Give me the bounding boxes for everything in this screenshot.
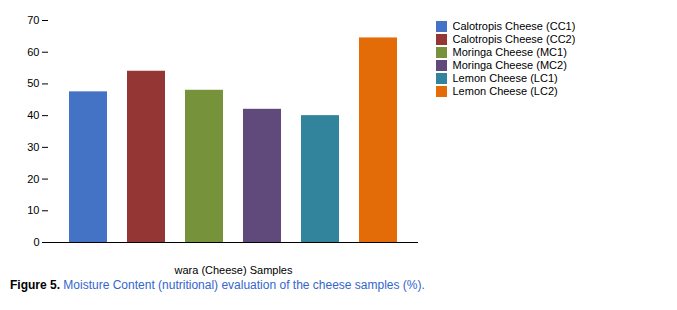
html-text:Moringa Cheese (MC2): Moringa Cheese (MC2)	[452, 59, 567, 71]
svg-text:70: 70	[27, 14, 39, 26]
svg-text:60: 60	[27, 46, 39, 58]
html-text:Moringa Cheese (MC1): Moringa Cheese (MC1)	[452, 46, 567, 58]
svg-text:0: 0	[33, 236, 39, 248]
html-text:Lemon Cheese (LC1): Lemon Cheese (LC1)	[452, 72, 558, 84]
html-text:Figure 5. Moisture Content (nu: Figure 5. Moisture Content (nutritional)…	[10, 278, 425, 292]
svg-text:20: 20	[27, 173, 39, 185]
html-text:Calotropis Cheese (CC2): Calotropis Cheese (CC2)	[452, 33, 576, 45]
html-text:Calotropis Cheese (CC1): Calotropis Cheese (CC1)	[452, 20, 576, 32]
svg-text:wara (Cheese) Samples: wara (Cheese) Samples	[174, 264, 293, 276]
svg-text:30: 30	[27, 141, 39, 153]
svg-text:50: 50	[27, 77, 39, 89]
html-text:Lemon Cheese (LC2): Lemon Cheese (LC2)	[452, 85, 558, 97]
svg-text:40: 40	[27, 109, 39, 121]
svg-text:10: 10	[27, 204, 39, 216]
